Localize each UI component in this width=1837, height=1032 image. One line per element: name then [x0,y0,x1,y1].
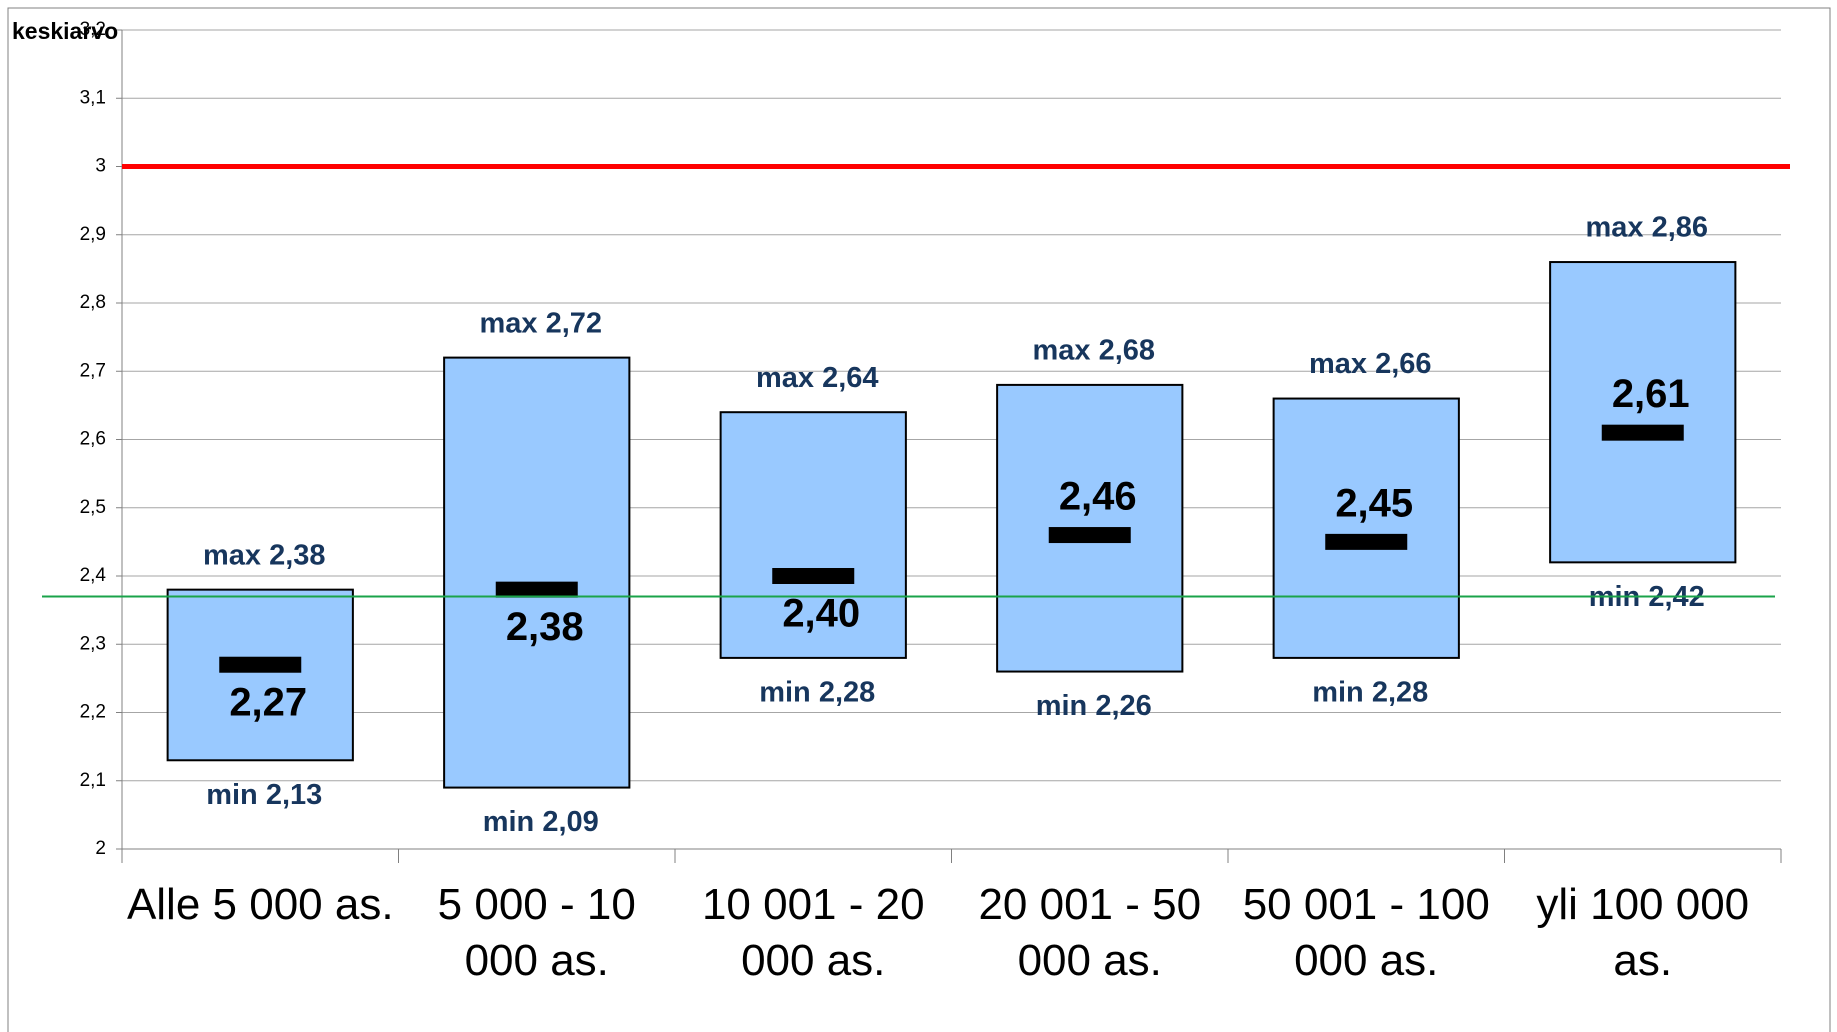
max-label: max 2,68 [1032,335,1155,367]
max-label: max 2,38 [203,539,326,571]
mean-label: 2,38 [506,605,584,649]
x-tick-label-box: 10 001 - 20 000 as. [701,880,925,985]
y-tick-label: 2,1 [80,770,106,791]
chart-title: keskiarvo [12,18,118,44]
x-tick-label-box: Alle 5 000 as. [126,880,394,929]
range-bar [443,356,631,789]
mean-marker [1601,424,1684,441]
min-label: min 2,28 [759,677,875,709]
max-label: max 2,66 [1309,348,1432,380]
mean-marker [495,581,578,598]
range-bar [166,588,354,762]
mean-marker [1325,533,1408,550]
max-label: max 2,86 [1585,212,1708,244]
x-tick-label-box: 50 001 - 100 000 as. [1242,880,1490,985]
max-label: max 2,64 [756,362,879,394]
x-tick-label: 20 001 - 50 000 as. [978,880,1202,985]
mean-label: 2,61 [1612,372,1690,416]
min-label: min 2,09 [483,806,599,838]
y-tick-label: 2,9 [80,224,106,245]
mean-marker [772,568,855,584]
range-bar [1549,261,1737,564]
y-tick-label: 2,2 [80,702,106,723]
y-tick-label: 3 [95,156,106,177]
min-label: min 2,13 [206,779,322,811]
y-tick-label: 2,6 [80,429,106,450]
chart-frame [7,7,1831,1032]
min-label: min 2,28 [1312,677,1428,709]
mean-marker [1048,527,1131,544]
mean-label: 2,40 [782,592,860,636]
mean-marker [219,656,302,673]
max-label: max 2,72 [479,307,602,339]
y-tick-label: 2 [95,838,106,859]
range-bar [1272,397,1460,659]
y-tick-label: 2,7 [80,360,106,381]
range-bar [719,411,907,659]
mean-label: 2,45 [1335,481,1413,525]
y-tick-label: 2,3 [80,633,106,654]
y-tick-label: 3,1 [80,87,106,108]
x-tick-label-box: 5 000 - 10 000 as. [437,880,636,985]
x-tick-label: Alle 5 000 as. [126,880,394,929]
mean-label: 2,27 [229,680,307,724]
x-tick-label: 50 001 - 100 000 as. [1242,880,1490,985]
mean-label: 2,46 [1059,475,1137,519]
x-tick-label-box: 20 001 - 50 000 as. [978,880,1202,985]
y-tick-label: 3,2 [80,19,106,40]
y-tick-label: 2,8 [80,292,106,313]
x-tick-label-box: yli 100 000 as. [1536,880,1750,985]
y-tick-label: 2,4 [80,565,107,586]
x-tick-label: 10 001 - 20 000 as. [701,880,925,985]
x-tick-label: 5 000 - 10 000 as. [437,880,636,985]
min-label: min 2,26 [1036,690,1152,722]
x-tick-label: yli 100 000 as. [1536,880,1750,985]
y-tick-label: 2,5 [80,497,106,518]
